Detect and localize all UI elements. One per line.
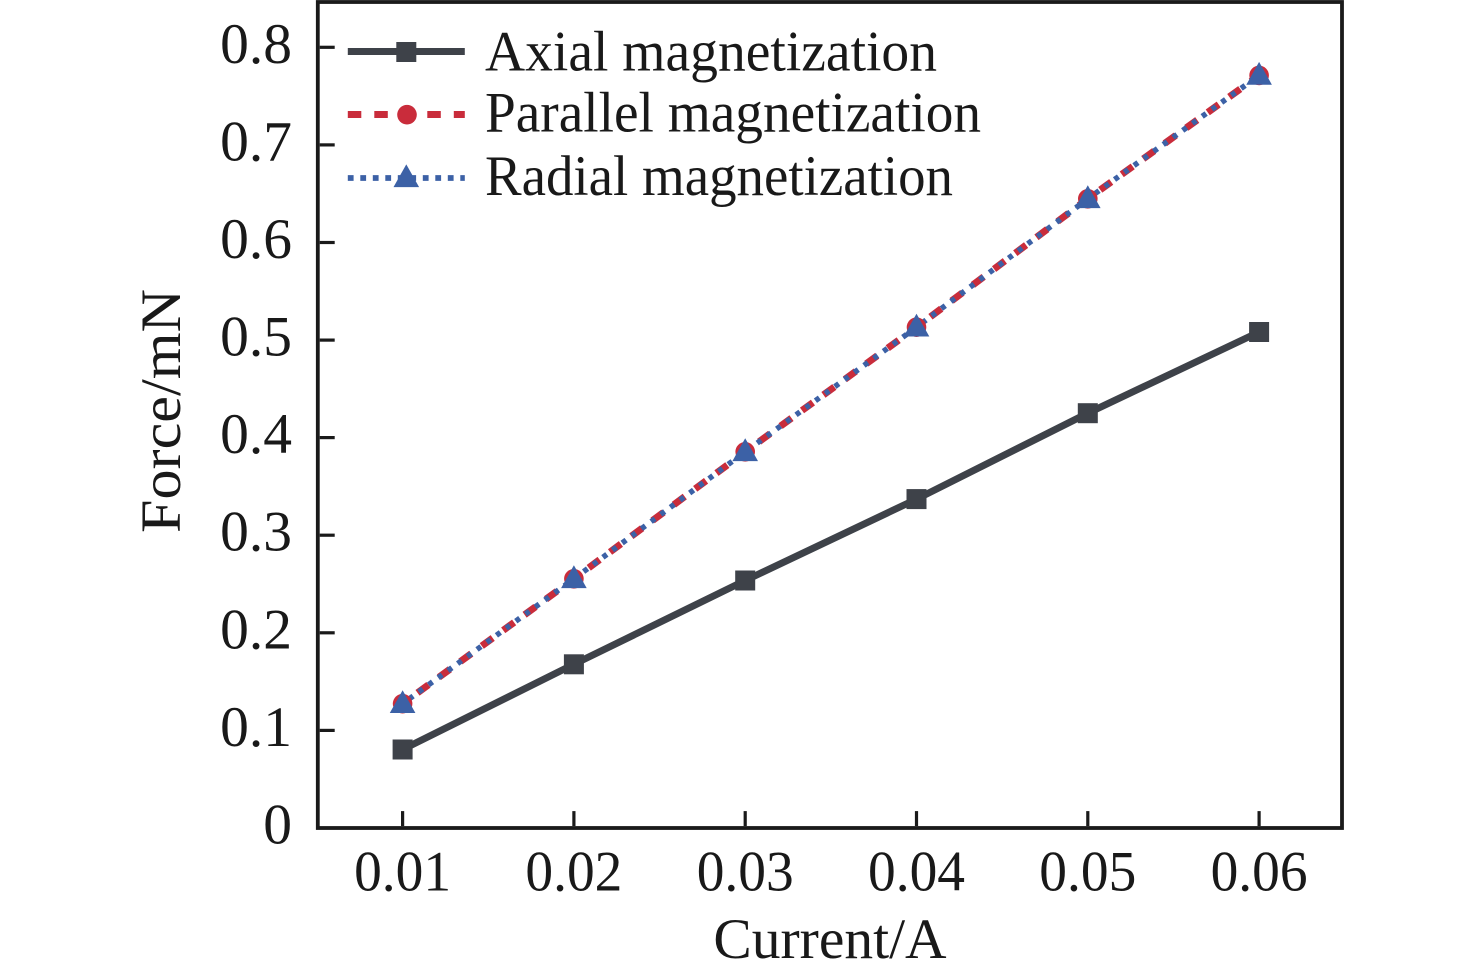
svg-text:0.2: 0.2 [220,598,292,661]
svg-text:0.03: 0.03 [697,841,794,904]
svg-text:0: 0 [263,794,292,857]
svg-text:0.3: 0.3 [220,501,292,564]
svg-text:0.06: 0.06 [1211,841,1308,904]
svg-text:0.6: 0.6 [220,208,292,271]
svg-text:0.7: 0.7 [220,110,292,173]
svg-text:0.8: 0.8 [220,13,292,76]
svg-text:Parallel magnetization: Parallel magnetization [485,81,981,144]
svg-text:0.5: 0.5 [220,306,292,369]
svg-text:Current/A: Current/A [713,908,947,971]
svg-text:0.4: 0.4 [220,403,292,466]
svg-text:0.02: 0.02 [525,841,622,904]
svg-text:0.05: 0.05 [1039,841,1136,904]
svg-text:Radial magnetization: Radial magnetization [485,145,953,208]
svg-text:0.1: 0.1 [220,696,292,759]
svg-text:0.01: 0.01 [354,841,451,904]
svg-text:0.04: 0.04 [868,841,965,904]
svg-text:Axial magnetization: Axial magnetization [485,20,937,83]
svg-text:Force/mN: Force/mN [130,289,193,533]
